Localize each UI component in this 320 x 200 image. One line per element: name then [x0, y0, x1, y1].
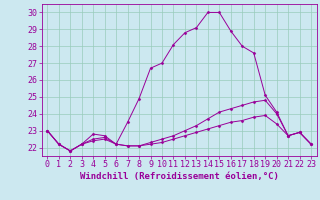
- X-axis label: Windchill (Refroidissement éolien,°C): Windchill (Refroidissement éolien,°C): [80, 172, 279, 181]
